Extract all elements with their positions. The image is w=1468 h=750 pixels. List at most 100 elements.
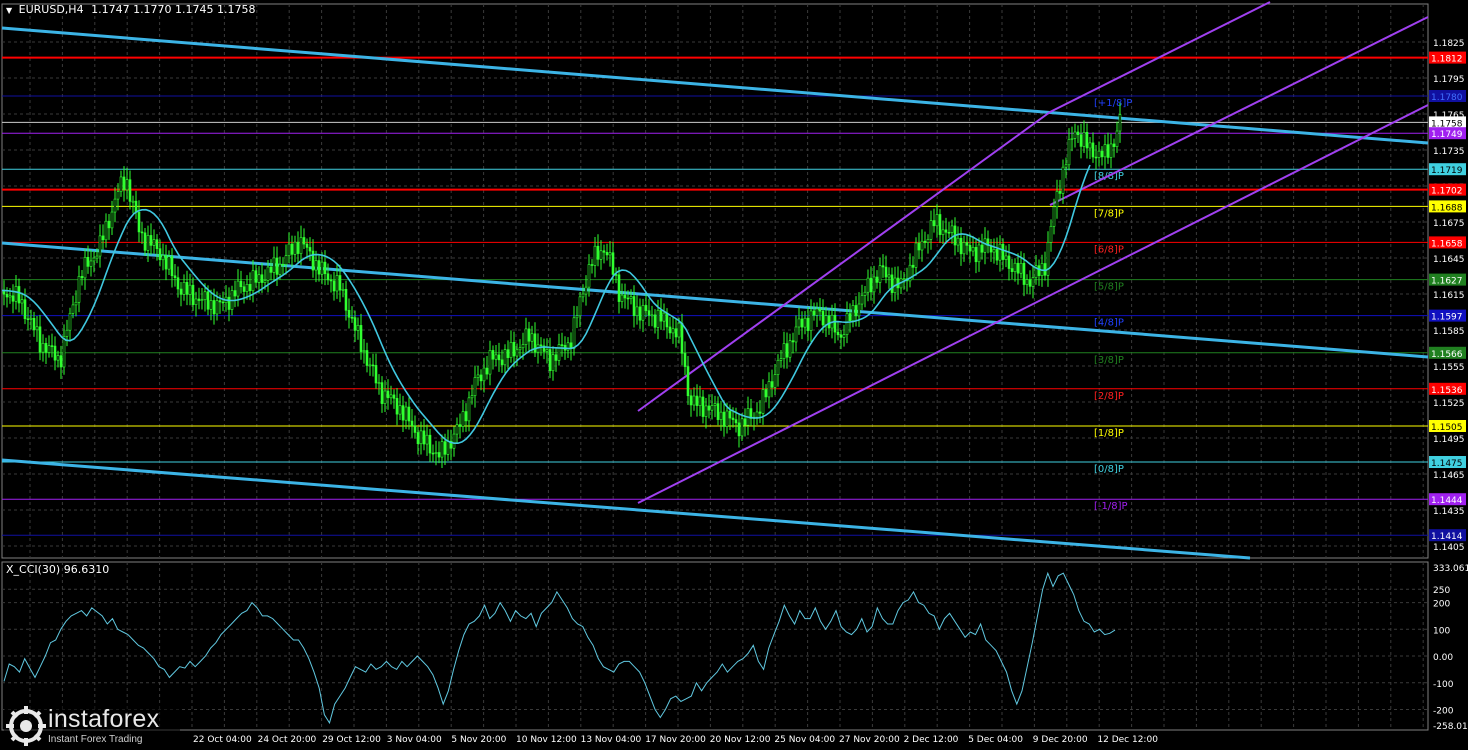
candle [1094,156,1098,159]
price-tick: 1.1405 [1433,543,1465,553]
candle [89,260,93,267]
candle [71,304,75,314]
candle [638,306,642,321]
candle [155,239,159,249]
candle [533,333,537,353]
time-tick: 22 Oct 04:00 [193,735,252,745]
candle [848,313,852,321]
candle [380,382,384,404]
candle [938,214,942,235]
candle [920,240,924,251]
candle [383,390,387,404]
candle [242,286,246,292]
candle [176,277,180,290]
price-tick: 1.1735 [1433,147,1465,157]
candle [236,280,240,297]
candle [1043,263,1047,276]
candle [401,405,405,421]
candle [734,419,738,424]
candle [836,331,840,336]
candle [86,256,90,267]
candle [530,333,534,342]
cci-tick: 0.00 [1433,653,1453,663]
candle [2,291,6,295]
price-badge [1429,236,1466,249]
price-tick: 1.1825 [1433,39,1465,49]
candle [362,350,366,352]
candle [629,296,633,299]
candle [821,310,825,326]
moving-average-line [1,164,1091,445]
candle [890,274,894,293]
candle [971,247,975,252]
candle [17,286,21,304]
candle [446,440,450,455]
murrey-label: [4/8]P [1094,318,1124,329]
candle [350,316,354,319]
candle [134,200,138,213]
candle [80,276,84,279]
dropdown-arrow-icon[interactable]: ▼ [6,6,13,15]
candle [512,341,516,357]
candle [605,252,609,256]
candle [329,279,333,282]
murrey-label: [1/8]P [1094,428,1124,439]
candle [659,309,663,322]
candle [941,229,945,235]
candle [695,395,699,406]
candle [272,257,276,273]
candle [824,315,828,326]
candle [620,294,624,302]
candle [917,242,921,251]
candle [1097,150,1101,158]
candle [410,420,414,426]
main-frame [1,3,1429,559]
symbol-label: EURUSD,H4 [18,3,84,16]
candle [416,432,420,445]
price-badge-label: 1.1812 [1431,55,1463,65]
cci-tick: 200 [1433,600,1450,610]
candle [26,318,30,321]
candle [854,305,858,317]
candle [263,280,267,283]
candle [317,260,321,275]
candle [617,274,621,302]
candle [122,176,126,191]
price-badge [1429,183,1466,196]
price-tick: 1.1585 [1433,327,1465,337]
candle [845,313,849,336]
candle [707,405,711,411]
candle [194,298,198,305]
candle [1091,142,1095,158]
candle [290,243,294,255]
candle [962,242,966,255]
price-badge [1429,200,1466,213]
candle [827,315,831,329]
candle [1013,262,1017,272]
price-tick: 1.1465 [1433,471,1465,481]
candle [818,308,822,312]
candle [455,424,459,435]
price-tick: 1.1495 [1433,435,1465,445]
candle [758,411,762,414]
murrey-label: [3/8]P [1094,355,1124,366]
candle [20,299,24,304]
price-badge [1429,127,1466,140]
candle [704,405,708,417]
candle [107,220,111,229]
candle [698,396,702,406]
candle [203,291,207,300]
candle [1106,144,1110,158]
candle [671,328,675,334]
time-tick: 3 Nov 04:00 [387,735,442,745]
candle [794,326,798,343]
candle [749,408,753,419]
candle [1010,268,1014,272]
candle [527,328,531,342]
candle [908,264,912,282]
candle [1058,191,1062,194]
candle [668,326,672,334]
ohlc-label: 1.1747 1.1770 1.1745 1.1758 [91,3,256,16]
